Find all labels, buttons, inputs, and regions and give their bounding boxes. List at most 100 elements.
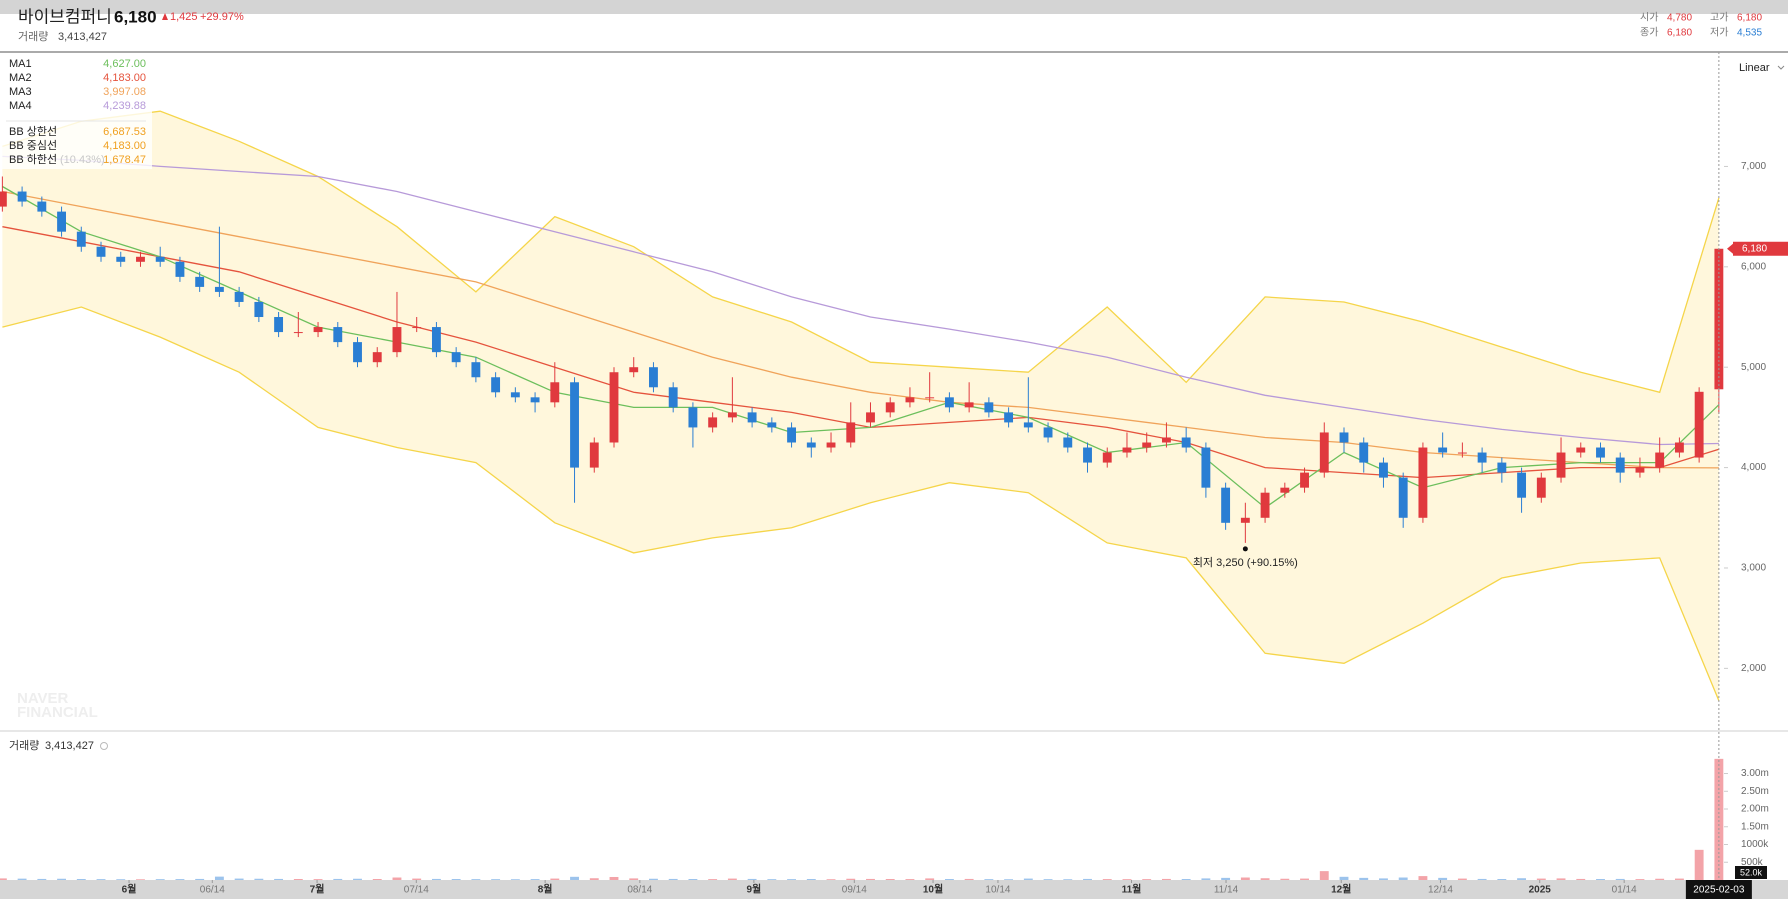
volume-panel-title: 거래량 <box>9 739 39 752</box>
volume-bar <box>688 879 698 880</box>
candle-body <box>1359 442 1369 463</box>
candle-body <box>451 352 461 363</box>
x-tick-label: 06/14 <box>200 885 225 896</box>
candle-body <box>1596 447 1605 458</box>
candle-body <box>688 407 698 428</box>
candle-body <box>1240 517 1250 523</box>
volume-bar <box>1674 878 1684 880</box>
summary-label: 종가 <box>1640 27 1658 39</box>
bollinger-upper <box>2 110 1720 394</box>
volume-bar <box>826 879 836 880</box>
legend-name: MA3 <box>9 86 32 98</box>
x-tick-label: 2025 <box>1529 885 1552 896</box>
volume-bar <box>333 878 343 880</box>
volume-bar <box>254 878 264 880</box>
candle-body <box>155 256 165 262</box>
candle-body <box>885 402 895 413</box>
settings-icon[interactable] <box>100 742 108 750</box>
volume-bar <box>530 879 540 880</box>
volume-bar <box>17 878 27 880</box>
y-tick-label: 5,000 <box>1741 362 1766 373</box>
volume-bar <box>510 879 520 880</box>
volume-bar <box>767 879 777 880</box>
candle-body <box>609 372 619 443</box>
legend-value: 4,183.00 <box>103 72 146 84</box>
candle-body <box>866 412 875 423</box>
volume-bar <box>1379 878 1388 880</box>
candle-body <box>708 417 718 428</box>
volume-bar <box>1477 878 1487 880</box>
candle-body <box>175 261 185 277</box>
x-tick-label: 10/14 <box>985 885 1010 896</box>
candle-body <box>589 442 599 468</box>
volume-bar <box>1556 878 1566 880</box>
bollinger-lower <box>2 306 1720 701</box>
candle-body <box>1398 477 1408 518</box>
x-tick-label: 6월 <box>122 884 137 896</box>
volume-tick-label: 1.50m <box>1741 821 1769 832</box>
volume-bar <box>727 878 737 880</box>
price-tag <box>1733 241 1788 256</box>
price-change: 1,425 <box>170 11 198 23</box>
volume-bar <box>747 878 757 880</box>
candle-body <box>1615 457 1625 473</box>
candle-body <box>1694 391 1704 458</box>
candle-body <box>17 191 27 202</box>
volume-bar <box>708 879 718 880</box>
volume-bar <box>964 878 974 880</box>
legend-value: 4,239.88 <box>103 100 146 112</box>
volume-bar <box>214 876 224 880</box>
volume-bar <box>57 878 66 880</box>
volume-bar <box>372 879 382 880</box>
volume-bar <box>589 878 599 880</box>
candle-body <box>195 276 205 287</box>
candle-body <box>905 397 915 403</box>
candle-body <box>846 422 856 443</box>
candle-body <box>530 397 540 403</box>
candle-body <box>1142 442 1152 448</box>
candle-body <box>491 377 501 393</box>
date-tag-label: 2025-02-03 <box>1693 885 1745 896</box>
candle-body <box>353 342 362 363</box>
legend-value: 3,997.08 <box>103 86 146 98</box>
candle-body <box>392 327 402 353</box>
volume-tick-label: 2.50m <box>1741 786 1769 797</box>
legend-note: (10.43%) <box>60 154 105 166</box>
volume-bar <box>37 878 47 880</box>
volume-bar <box>1300 878 1309 880</box>
scale-chevron[interactable] <box>1777 65 1785 70</box>
volume-bar <box>1240 877 1250 880</box>
volume-bar <box>412 878 422 880</box>
volume-bar <box>1201 878 1211 880</box>
y-tick-label: 3,000 <box>1741 563 1766 574</box>
up-arrow <box>162 13 168 20</box>
volume-tick-label: 2.00m <box>1741 804 1769 815</box>
volume-bar <box>1398 877 1408 880</box>
candle-body <box>0 191 7 207</box>
legend-name: MA1 <box>9 58 32 70</box>
low-annotation: 최저 3,250 (+90.15%) <box>1193 556 1298 569</box>
volume-bar <box>274 878 284 880</box>
volume-layer <box>0 758 1724 880</box>
candle-body <box>1379 462 1388 478</box>
volume-bar <box>570 876 579 880</box>
stock-name: 바이브컴퍼니 <box>18 7 112 26</box>
volume-bar <box>984 879 994 880</box>
price-tag-label: 6,180 <box>1742 243 1767 254</box>
legend-name: MA2 <box>9 72 32 84</box>
candle-body <box>1004 412 1014 423</box>
volume-bar <box>1181 879 1191 880</box>
candle-body <box>1181 437 1191 448</box>
candle-body <box>136 256 145 262</box>
summary-label: 시가 <box>1640 12 1658 24</box>
volume-bar <box>431 878 441 880</box>
y-tick-label: 4,000 <box>1741 462 1766 473</box>
legend-name: MA4 <box>9 100 32 112</box>
volume-bar <box>1714 758 1724 880</box>
price-tag-pointer <box>1727 243 1733 254</box>
candle-body <box>1497 462 1507 473</box>
candle-body <box>1201 447 1211 488</box>
candle-body <box>313 327 323 333</box>
summary-value: 6,180 <box>1667 28 1692 39</box>
scale-mode[interactable]: Linear <box>1739 62 1770 74</box>
